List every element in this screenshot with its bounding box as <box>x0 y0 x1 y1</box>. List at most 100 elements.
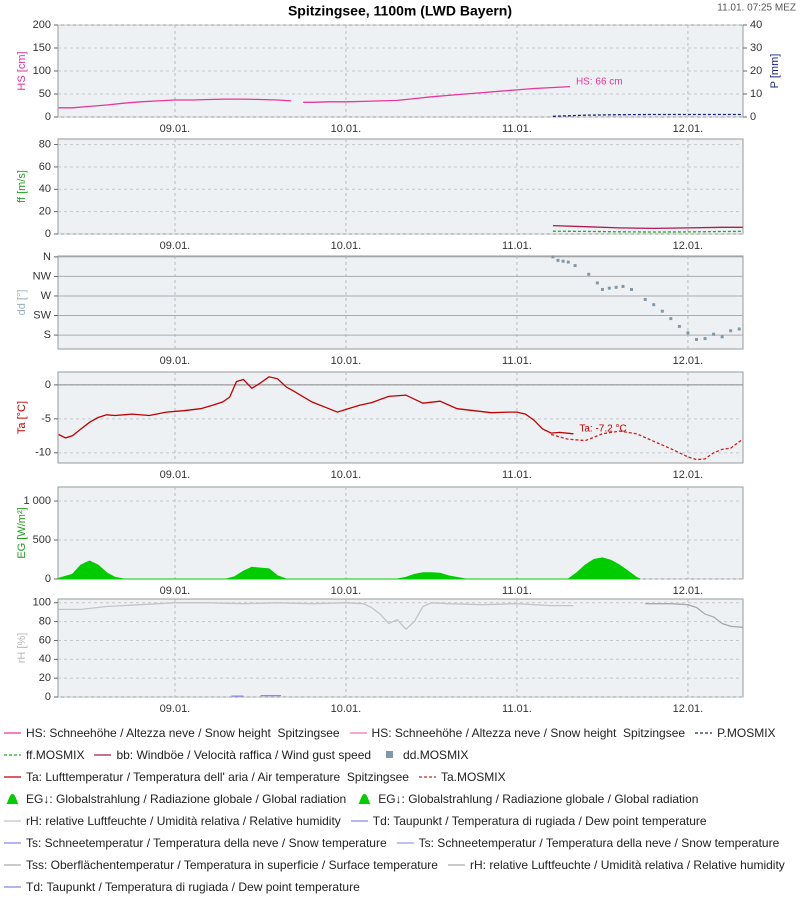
plot-area <box>57 486 744 580</box>
line <box>645 603 743 628</box>
x-tick-label: 10.01. <box>331 123 362 135</box>
y2-axis-label: P [mm] <box>769 54 781 89</box>
dd-point <box>652 303 656 307</box>
annotation: HS: 66 cm <box>576 76 623 87</box>
y-tick-label: 200 <box>33 19 51 31</box>
x-tick-label: 11.01. <box>502 703 532 715</box>
y2-tick-label: 40 <box>750 19 762 31</box>
x-tick-label: 09.01. <box>160 123 191 135</box>
x-tick-label: 10.01. <box>331 240 362 252</box>
x-tick-label: 12.01. <box>673 123 704 135</box>
y-axis-label: HS [cm] <box>16 51 28 90</box>
y-tick-label: 0 <box>45 379 51 391</box>
dd-point <box>686 331 690 335</box>
timestamp: 11.01. 07:25 MEZ <box>717 3 796 14</box>
legend-label: HS: Schneehöhe / Altezza neve / Snow hei… <box>371 726 686 740</box>
line <box>552 224 743 230</box>
dd-point <box>669 317 673 321</box>
legend-label: P.MOSMIX <box>717 726 776 740</box>
plot-area <box>57 138 744 235</box>
legend-swatch <box>4 864 21 866</box>
x-tick-label: 10.01. <box>331 469 362 481</box>
legend-label: rH: relative Luftfeuchte / Umidità relat… <box>469 858 785 872</box>
legend-swatch <box>4 842 21 844</box>
plot-area <box>57 255 744 350</box>
y-axis-label: Ta [°C] <box>16 401 28 434</box>
annotation: Ta: -7.2 °C <box>579 423 626 434</box>
dd-point <box>677 324 681 328</box>
legend-symbol <box>358 794 372 804</box>
legend-symbol <box>6 794 19 804</box>
x-tick-label: 09.01. <box>160 585 191 597</box>
y-tick-label: 500 <box>33 534 51 546</box>
dd-point <box>621 284 625 288</box>
y-tick-label: 60 <box>39 161 51 173</box>
x-tick-label: 11.01. <box>502 355 532 367</box>
legend-label: Ta.MOSMIX <box>440 770 506 784</box>
legend-swatch <box>4 886 21 888</box>
line <box>231 694 281 697</box>
legend-entry: bb: Windböe / Velocità raffica / Wind gu… <box>94 744 371 766</box>
line <box>550 430 744 461</box>
legend-entry: ff.MOSMIX <box>4 744 84 766</box>
legend-label: EG↓: Globalstrahlung / Radiazione global… <box>378 792 699 806</box>
legend-entry: rH: relative Luftfeuchte / Umidità relat… <box>4 810 341 832</box>
y-tick-label: 60 <box>39 634 51 646</box>
dd-point <box>712 332 716 336</box>
y2-tick-label: 30 <box>750 42 762 54</box>
dd-point <box>703 337 707 341</box>
x-tick-label: 11.01. <box>502 469 532 481</box>
y-tick-label: 20 <box>39 672 51 684</box>
legend-label: Tss: Oberflächentemperatur / Temperatura… <box>26 858 438 872</box>
legend-entry: P.MOSMIX <box>695 722 776 744</box>
legend-swatch <box>396 842 414 844</box>
dd-point <box>561 259 565 263</box>
legend-entry: Td: Taupunkt / Temperatura di rugiada / … <box>4 876 360 898</box>
y2-tick-label: 10 <box>750 88 762 100</box>
dd-point <box>694 337 698 341</box>
y2-tick-label: 0 <box>750 111 756 123</box>
legend-entry: Ta.MOSMIX <box>418 766 506 788</box>
legend: HS: Schneehöhe / Altezza neve / Snow hei… <box>4 722 796 898</box>
legend-label: ff.MOSMIX <box>26 748 85 762</box>
y-tick-label: 40 <box>39 653 51 665</box>
legend-label: Ta: Lufttemperatur / Temperatura dell' a… <box>26 770 409 784</box>
dd-point <box>551 255 555 259</box>
legend-swatch <box>6 794 19 804</box>
legend-label: Ts: Schneetemperatur / Temperatura della… <box>26 836 387 850</box>
y-tick-label: 100 <box>33 65 51 77</box>
legend-label: HS: Schneehöhe / Altezza neve / Snow hei… <box>26 726 340 740</box>
area <box>58 560 572 580</box>
legend-label: Td: Taupunkt / Temperatura di rugiada / … <box>372 814 707 828</box>
dd-point <box>643 297 647 301</box>
dd-point <box>614 285 618 289</box>
legend-swatch <box>4 732 21 734</box>
legend-swatch <box>358 794 372 804</box>
legend-entry: EG↓: Globalstrahlung / Radiazione global… <box>356 788 698 810</box>
area <box>566 557 641 580</box>
legend-swatch <box>94 754 112 756</box>
legend-swatch <box>4 776 21 778</box>
x-tick-label: 12.01. <box>673 355 704 367</box>
y-tick-label: 80 <box>39 616 51 628</box>
dd-point <box>737 327 741 331</box>
legend-swatch <box>386 751 394 758</box>
x-tick-label: 10.01. <box>331 585 362 597</box>
legend-swatch <box>695 732 713 734</box>
legend-label: EG↓: Globalstrahlung / Radiazione global… <box>26 792 347 806</box>
legend-symbol <box>386 751 394 758</box>
x-tick-label: 09.01. <box>160 469 191 481</box>
x-tick-label: 10.01. <box>331 703 362 715</box>
y-tick-label: 40 <box>39 183 51 195</box>
legend-entry: Tss: Oberflächentemperatur / Temperatura… <box>4 854 438 876</box>
dd-point <box>556 258 560 262</box>
x-tick-label: 12.01. <box>673 703 704 715</box>
y-tick-label: N <box>43 251 51 263</box>
legend-entry: Ts: Schneetemperatur / Temperatura della… <box>4 832 387 854</box>
legend-label: dd.MOSMIX <box>403 748 469 762</box>
line <box>58 85 571 109</box>
line <box>552 230 743 233</box>
y-tick-label: 0 <box>45 111 51 123</box>
dd-point <box>729 329 733 333</box>
x-tick-label: 11.01. <box>502 123 532 135</box>
